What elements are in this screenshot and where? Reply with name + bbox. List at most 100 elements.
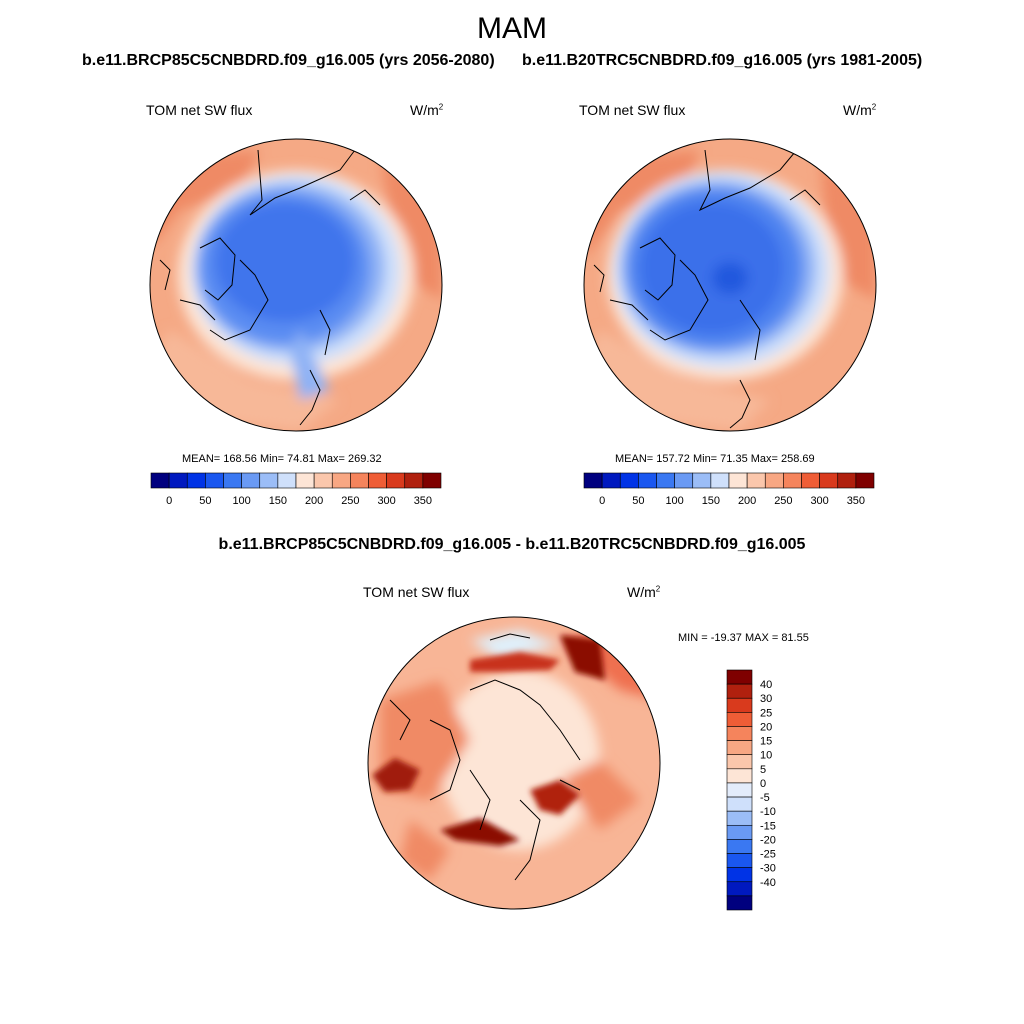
panel2-colorbar-box [783,472,802,489]
panel2-variable-label: TOM net SW flux [579,102,686,118]
panel2-field-contours [584,150,876,431]
diff-colorbar-box [726,839,753,854]
panel1-colorbar-box [386,472,406,489]
panel1-colorbar-box [205,472,224,489]
panel2-colorbar-label: 250 [774,495,792,507]
panel2-colorbar-label: 200 [738,495,756,507]
diff-colorbar-label: 40 [760,679,772,691]
diff-minmax: MIN = -19.37 MAX = 81.55 [678,632,809,644]
panel1-map-border [149,138,443,432]
panel1-colorbar-box [186,472,206,489]
diff-colorbar-box [726,895,753,911]
panel1-colorbar-box [422,472,442,489]
diff-colorbar-box [726,768,753,784]
panel2-polar-map [583,138,877,432]
panel2-colorbar-box [746,472,766,489]
panel2-stats: MEAN= 157.72 Min= 71.35 Max= 258.69 [615,453,815,465]
panel1-colorbar-box [368,472,387,489]
diff-colorbar: 40 30 25 20 15 10 5 0 -5 -10 -15 -20 -25 -30 -40 [726,669,776,911]
diff-colorbar-label: 0 [760,778,766,790]
panel1-colorbar-box [313,472,333,489]
diff-colorbar-box [726,824,753,840]
diff-colorbar-box [726,782,753,798]
diff-colorbar-box [726,740,753,756]
panel1-colorbar-label: 300 [377,495,395,507]
diff-map-border [367,616,661,910]
panel1-polar-map [149,138,443,432]
diff-colorbar-box [726,867,753,883]
diff-colorbar-box [726,726,753,741]
diff-colorbar-box [726,853,753,868]
panel2-colorbar-label: 350 [847,495,865,507]
diff-colorbar-label: -15 [760,820,776,832]
diff-colorbar-label: -30 [760,863,776,875]
panel2-coastlines [593,149,821,429]
panel1-colorbar-box [259,472,279,489]
panel2-colorbar-label: 150 [702,495,720,507]
panel2-colorbar-box [692,472,712,489]
diff-field-extremes [372,635,605,846]
diff-colorbar-label: 15 [760,736,772,748]
panel2-colorbar-label: 300 [810,495,828,507]
diff-colorbar-box [726,697,753,713]
panel2-colorbar-box [855,472,875,489]
diff-coastlines [389,633,581,881]
panel1-run-title: b.e11.BRCP85C5CNBDRD.f09_g16.005 (yrs 20… [82,52,495,69]
diff-colorbar-label: 5 [760,764,766,776]
panel1-colorbar-box [150,472,170,489]
diff-colorbar-label: -40 [760,877,776,889]
panel2-colorbar-box [674,472,694,489]
diff-variable-label: TOM net SW flux [363,584,470,600]
panel2-colorbar-label: 100 [665,495,683,507]
panel1-variable-label: TOM net SW flux [146,102,253,118]
panel1-stats: MEAN= 168.56 Min= 74.81 Max= 269.32 [182,453,382,465]
panel1-colorbar-label: 0 [166,495,172,507]
diff-colorbar-label: -25 [760,849,776,861]
difference-title: b.e11.BRCP85C5CNBDRD.f09_g16.005 - b.e11… [218,536,806,553]
panel2-run-title: b.e11.B20TRC5CNBDRD.f09_g16.005 (yrs 198… [522,52,923,69]
panel2-colorbar-label: 0 [599,495,605,507]
panel1-colorbar-box [331,472,351,489]
panel2-colorbar-box [837,472,857,489]
panel1-units-label: W/m2 [410,102,444,118]
panel2-colorbar-box [619,472,639,489]
panel1-colorbar: 0 50 100 150 200 250 300 350 [150,472,442,507]
panel2-colorbar-box [801,472,820,489]
panel1-colorbar-label: 50 [199,495,211,507]
diff-colorbar-box [726,881,753,897]
panel1-colorbar-label: 200 [305,495,323,507]
panel2-colorbar: 0 50 100 150 200 250 300 350 [583,472,875,507]
diff-colorbar-label: 20 [760,721,772,733]
panel2-colorbar-box [819,472,839,489]
panel1-colorbar-box [350,472,369,489]
panel1-coastlines [159,149,381,426]
panel1-colorbar-label: 150 [269,495,287,507]
panel2-colorbar-box [710,472,730,489]
panel1-colorbar-box [241,472,261,489]
diff-polar-map [367,616,661,910]
season-title: MAM [477,12,547,45]
panel2-colorbar-box [638,472,657,489]
diff-colorbar-label: 25 [760,707,772,719]
diff-colorbar-label: -10 [760,806,776,818]
panel1-colorbar-box [168,472,188,489]
panel2-units-label: W/m2 [843,102,877,118]
panel1-colorbar-box [404,472,424,489]
panel1-colorbar-label: 250 [341,495,359,507]
panel2-colorbar-label: 50 [632,495,644,507]
panel2-map-border [583,138,877,432]
panel1-colorbar-label: 100 [232,495,250,507]
panel1-colorbar-box [223,472,242,489]
diff-colorbar-box [726,683,753,699]
diff-units-label: W/m2 [627,584,661,600]
diff-colorbar-label: 30 [760,693,772,705]
panel2-colorbar-box [764,472,784,489]
panel2-colorbar-box [601,472,621,489]
diff-colorbar-box [726,810,753,826]
panel1-colorbar-box [295,472,315,489]
diff-colorbar-label: 10 [760,750,772,762]
diff-colorbar-label: -5 [760,792,770,804]
diff-colorbar-box [726,754,753,770]
panel2-colorbar-box [656,472,675,489]
